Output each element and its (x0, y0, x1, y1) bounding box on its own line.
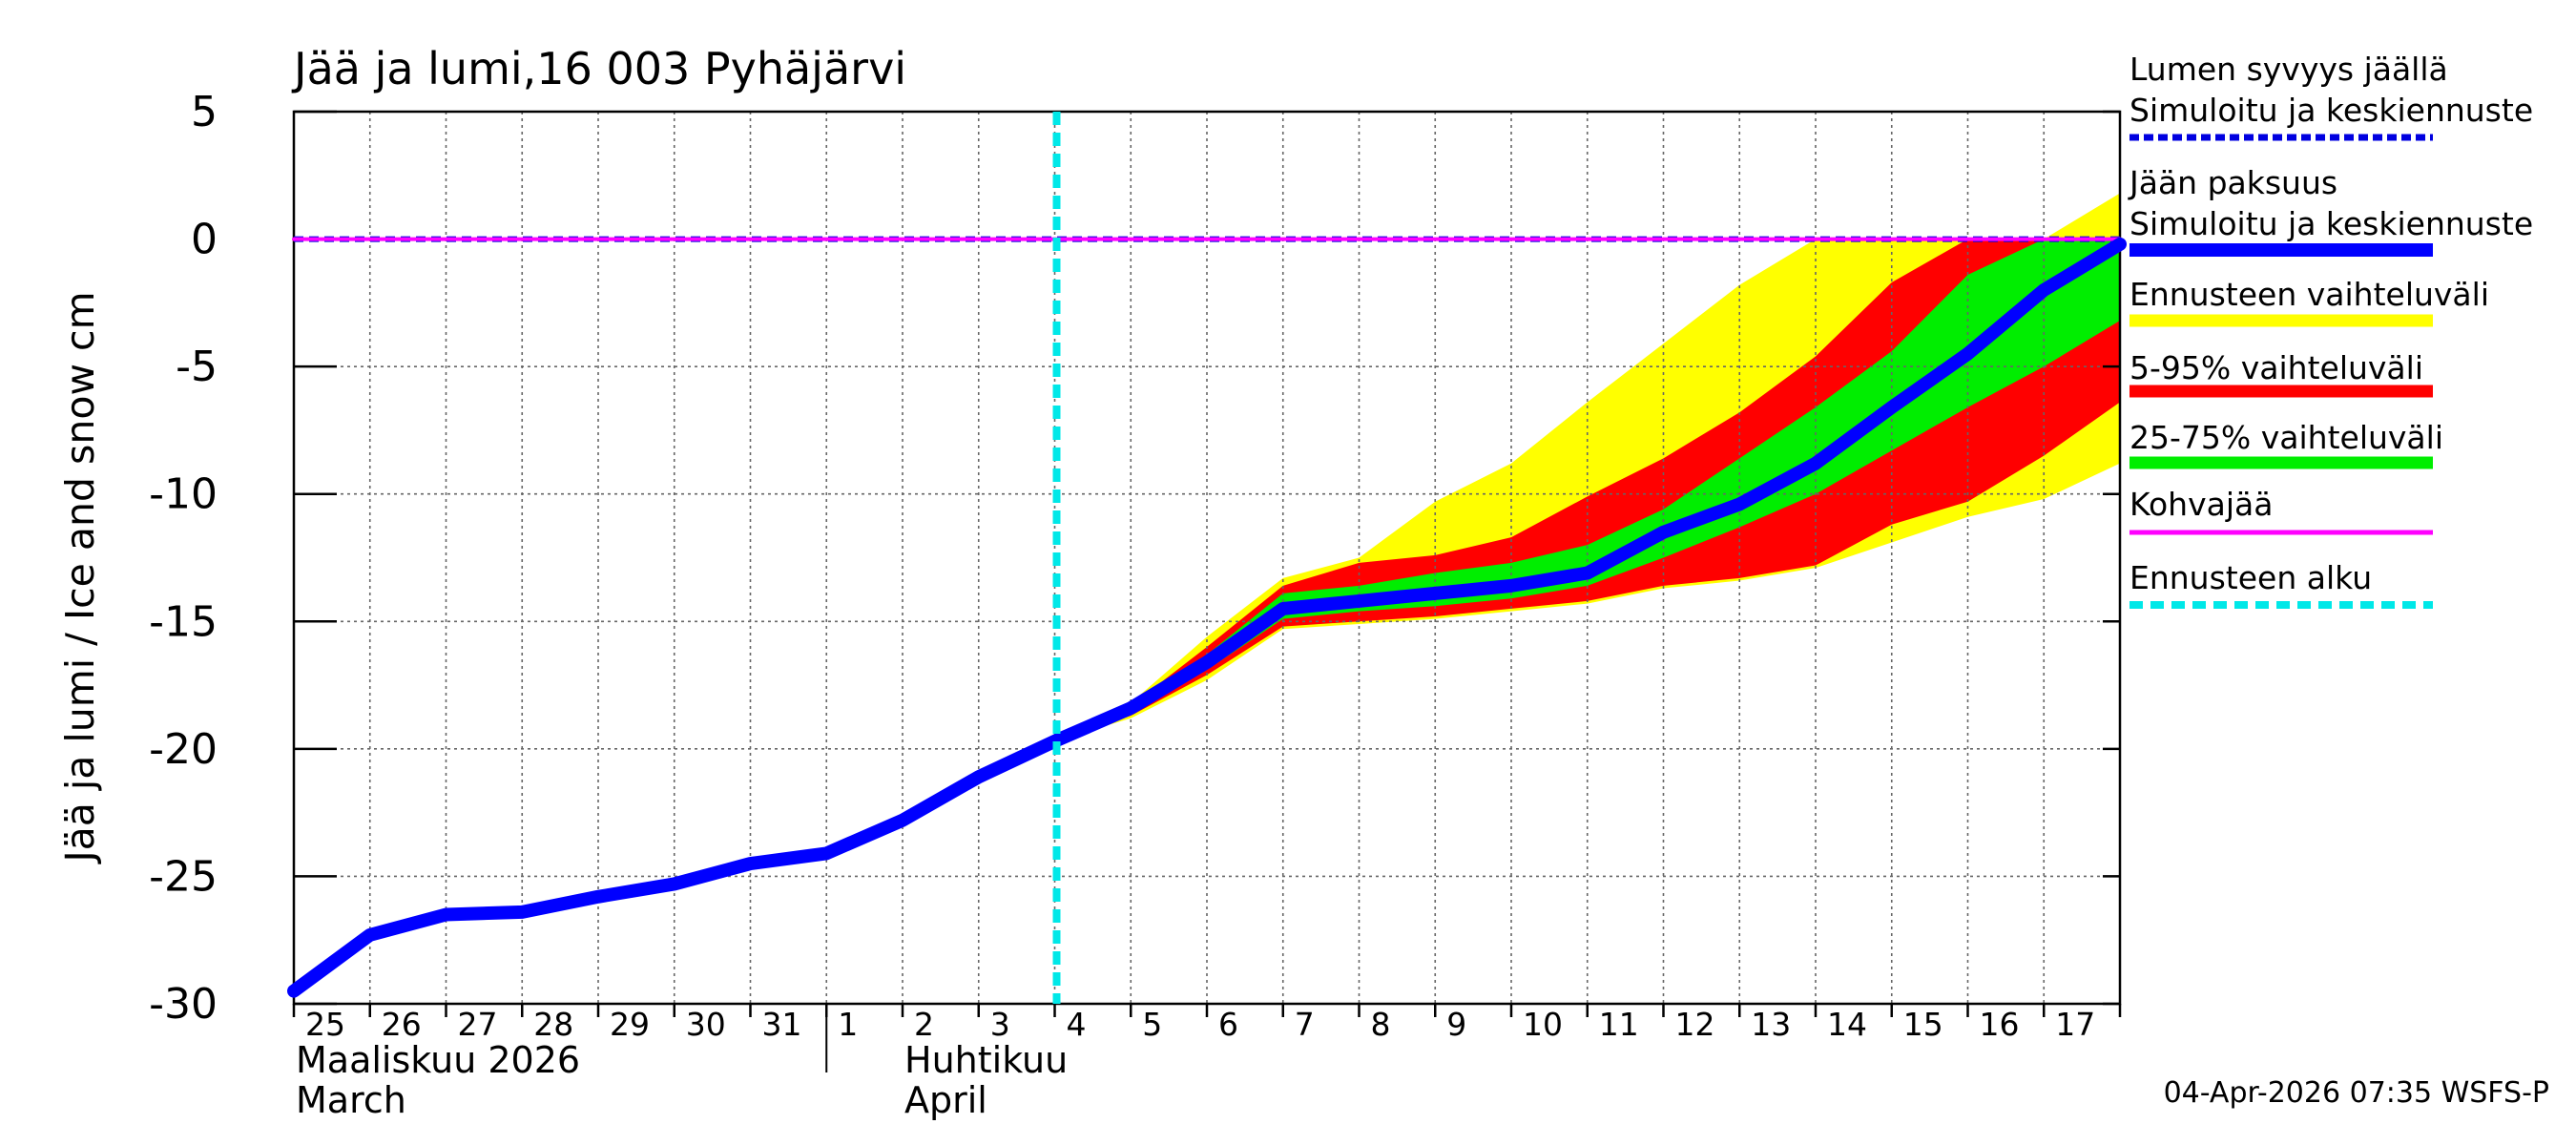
y-tick-label: -5 (176, 343, 218, 391)
x-tick-label: 7 (1295, 1006, 1315, 1043)
x-tick-label: 3 (990, 1006, 1010, 1043)
x-tick-label: 14 (1827, 1006, 1867, 1043)
x-tick-label: 13 (1751, 1006, 1791, 1043)
legend-label: Jään paksuus (2128, 164, 2337, 201)
legend: Lumen syvyys jäällä Simuloitu ja keskienn… (2128, 51, 2533, 609)
x-tick-label: 15 (1903, 1006, 1943, 1043)
x-tick-label: 25 (305, 1006, 345, 1043)
x-tick-label: 1 (838, 1006, 858, 1043)
legend-label: 5-95% vaihteluväli (2129, 349, 2423, 386)
y-tick-label: -25 (149, 852, 218, 901)
month-label-fi: Maaliskuu 2026 (296, 1039, 580, 1081)
legend-label: Ennusteen vaihteluväli (2129, 276, 2489, 313)
x-tick-label: 11 (1599, 1006, 1639, 1043)
x-tick-label: 31 (762, 1006, 802, 1043)
x-tick-label: 5 (1142, 1006, 1162, 1043)
x-tick-label: 12 (1675, 1006, 1715, 1043)
y-tick-label: -30 (149, 980, 218, 1029)
y-tick-label: -15 (149, 597, 218, 646)
x-tick-label: 6 (1218, 1006, 1238, 1043)
x-tick-label: 16 (1980, 1006, 2020, 1043)
x-tick-label: 30 (686, 1006, 726, 1043)
y-tick-label: 5 (191, 88, 218, 136)
legend-label: Ennusteen alku (2129, 559, 2372, 596)
month-label-fi: Huhtikuu (904, 1039, 1068, 1081)
x-tick-label: 29 (610, 1006, 650, 1043)
x-tick-label: 28 (533, 1006, 573, 1043)
x-tick-label: 4 (1067, 1006, 1087, 1043)
x-tick-label: 27 (458, 1006, 498, 1043)
month-label-en: March (296, 1079, 406, 1121)
month-label-en: April (904, 1079, 987, 1121)
y-tick-label: -20 (149, 725, 218, 774)
x-tick-label: 10 (1523, 1006, 1563, 1043)
chart-title: Jää ja lumi,16 003 Pyhäjärvi (291, 43, 906, 94)
y-axis-label: Jää ja lumi / Ice and snow cm (57, 291, 103, 864)
legend-label: Lumen syvyys jäällä (2129, 51, 2448, 88)
legend-label-line2: Simuloitu ja keskiennuste (2129, 205, 2533, 242)
x-tick-label: 26 (382, 1006, 422, 1043)
legend-label: Kohvajää (2129, 486, 2273, 523)
band-2 (1054, 239, 2120, 741)
x-tick-label: 2 (914, 1006, 934, 1043)
y-tick-label: -10 (149, 470, 218, 519)
x-tick-label: 17 (2055, 1006, 2095, 1043)
legend-label: 25-75% vaihteluväli (2129, 419, 2443, 456)
x-tick-label: 9 (1446, 1006, 1466, 1043)
y-tick-label: 0 (191, 216, 218, 264)
plot-area: 50-5-10-15-20-25-30 25 26 27 28 29 30 31 1 2 3 4 5 6 7… (57, 88, 2127, 1121)
series-line-3 (287, 237, 2127, 998)
timestamp: 04-Apr-2026 07:35 WSFS-P (2164, 1076, 2549, 1110)
legend-label-line2: Simuloitu ja keskiennuste (2129, 92, 2533, 129)
x-tick-label: 8 (1371, 1006, 1391, 1043)
